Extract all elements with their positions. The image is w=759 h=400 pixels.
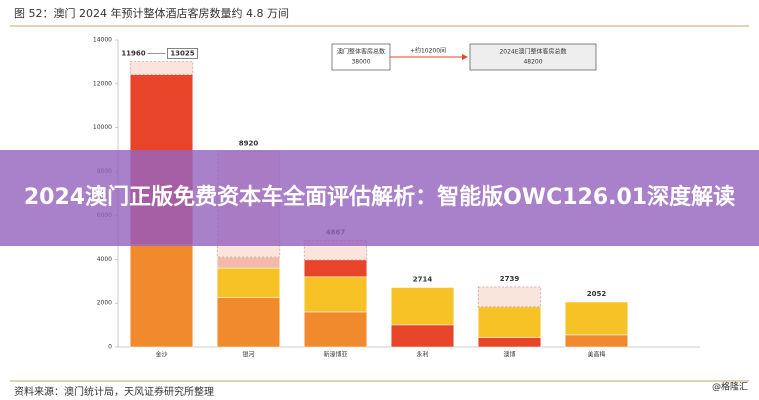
future-value: 48200 (523, 59, 542, 66)
total-label: 13025 (170, 49, 194, 57)
total-label: 2714 (413, 275, 433, 283)
total-label: 8920 (239, 139, 259, 147)
bar-segment (216, 256, 281, 269)
chart-title: 图 52：澳门 2024 年预计整体酒店客房数量约 4.8 万间 (14, 6, 289, 20)
bar-segment (564, 334, 629, 348)
bar-segment (216, 297, 281, 348)
previous-total: 11960 (121, 49, 145, 57)
x-tick-label: 澳博 (503, 351, 515, 359)
source: 资料来源：澳门统计局，天风证券研究所整理 (14, 385, 214, 398)
y-tick-label: 10000 (93, 124, 112, 131)
x-tick-label: 新濠博亚 (323, 351, 347, 359)
y-tick-label: 4000 (97, 256, 112, 263)
total-label: 2052 (587, 290, 607, 298)
current-value: 38000 (351, 59, 370, 66)
bar-segment (303, 259, 368, 278)
current-box (331, 43, 391, 71)
bar-segment (390, 287, 455, 326)
bar-segment (216, 267, 281, 298)
current-label: 澳门整体客房总数 (337, 48, 385, 56)
bar-segment (303, 276, 368, 313)
bar-segment (477, 286, 542, 308)
y-tick-label: 12000 (93, 80, 112, 87)
future-label: 2024E澳门整体客房总数 (499, 48, 566, 56)
y-tick-label: 2000 (97, 300, 112, 307)
watermark: @格隆汇 (712, 381, 748, 393)
y-tick-label: 14000 (93, 37, 112, 44)
y-tick-label: 0 (108, 344, 112, 351)
banner: 2024澳门正版免费资本车全面评估解析：智能版OWC126.01深度解读 (0, 150, 759, 246)
future-box (469, 43, 597, 71)
total-box (167, 48, 198, 59)
bar-segment (129, 244, 194, 348)
total-label: 2739 (500, 275, 520, 283)
bar-segment (129, 61, 194, 75)
bar-segment (477, 337, 542, 348)
bar-segment (390, 324, 455, 348)
x-tick-label: 银河 (242, 351, 254, 359)
x-tick-label: 金沙 (155, 351, 167, 359)
arrow-head (462, 54, 468, 60)
bar-segment (564, 301, 629, 336)
delta: +约10200间 (410, 47, 446, 55)
x-tick-label: 永利 (416, 351, 428, 359)
bar-segment (477, 306, 542, 338)
bar-segment (303, 311, 368, 348)
x-tick-label: 美高梅 (587, 351, 605, 359)
